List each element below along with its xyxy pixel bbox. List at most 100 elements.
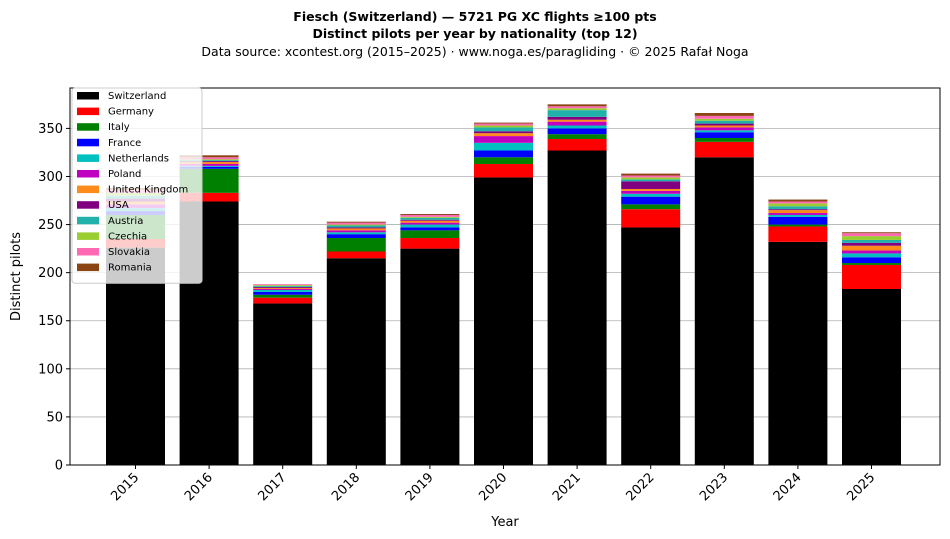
bar-segment	[621, 181, 681, 189]
x-tick-label: 2019	[403, 470, 437, 504]
bar-segment	[547, 125, 607, 129]
bar-segment	[326, 238, 386, 252]
bar-segment	[842, 232, 901, 234]
bar-segment	[106, 247, 165, 465]
bar-segment	[474, 123, 533, 126]
y-tick-label: 150	[38, 314, 63, 329]
bar-segment	[474, 136, 533, 143]
bar-segment	[253, 303, 313, 465]
bar-segment	[547, 121, 607, 126]
bar-segment	[621, 179, 681, 182]
bar-segment	[326, 227, 386, 229]
bar-segment	[842, 289, 901, 465]
legend: Switzerland Germany Italy France Netherlands…	[71, 87, 203, 284]
bar-segment	[326, 225, 386, 228]
bar-segment	[400, 219, 460, 221]
legend-label: Czechia	[108, 231, 147, 242]
bar-segment	[694, 120, 754, 124]
bar-segment	[768, 203, 828, 207]
x-tick-label: 2021	[550, 470, 584, 504]
bar-segment	[179, 163, 239, 166]
bar-segment	[547, 110, 607, 117]
bar-segment	[400, 224, 460, 228]
bar-segment	[474, 163, 533, 178]
bar-segment	[768, 241, 828, 465]
bar-segment	[253, 286, 313, 288]
bar-segment	[694, 115, 754, 119]
bar-segment	[179, 155, 239, 158]
bar-segment	[621, 175, 681, 178]
x-axis: 2015 2016 2017 2018 2019 2020 2021 2022 2023 2024…	[108, 465, 878, 504]
bar-segment	[400, 222, 460, 225]
x-tick-label: 2025	[844, 470, 878, 504]
bar-segment	[179, 157, 239, 160]
legend-label: Slovakia	[108, 247, 150, 258]
y-tick-label: 200	[38, 266, 63, 281]
bar-segment	[474, 122, 533, 124]
bar-segment	[326, 234, 386, 239]
bar-segment	[621, 209, 681, 228]
bar-segment	[326, 224, 386, 226]
x-tick-label: 2015	[108, 470, 142, 504]
x-tick-label: 2018	[329, 470, 363, 504]
bar-segment	[768, 213, 828, 215]
bar-segment	[621, 177, 681, 180]
bar-segment	[253, 288, 313, 290]
bar-segment	[326, 258, 386, 465]
bar-segment	[694, 127, 754, 131]
bar-segment	[768, 210, 828, 214]
legend-swatch	[77, 154, 99, 162]
legend-swatch	[77, 216, 99, 225]
bar-segment	[547, 104, 607, 107]
y-tick-label: 300	[38, 170, 63, 185]
legend-swatch	[77, 232, 99, 240]
bar-segment	[842, 253, 901, 258]
plot-frame	[69, 87, 941, 466]
x-tick-label: 2023	[697, 470, 731, 504]
bar-segment	[179, 192, 239, 202]
y-tick-label: 50	[46, 410, 63, 425]
bar-segment	[547, 134, 607, 139]
y-axis: 0 50 100 150 200 250 300 350	[38, 122, 70, 474]
legend-swatch	[77, 107, 99, 116]
bar-segment	[842, 239, 901, 243]
bar-segment	[621, 190, 681, 194]
bar-segment	[474, 157, 533, 164]
y-axis-label: Distinct pilots	[9, 232, 24, 321]
x-tick-label: 2020	[476, 470, 510, 504]
bar-segment	[400, 248, 460, 465]
legend-swatch	[77, 185, 99, 194]
chart-subtitle: Distinct pilots per year by nationality …	[312, 26, 637, 41]
legend-swatch	[77, 248, 99, 256]
bar-segment	[768, 199, 828, 202]
y-tick-label: 250	[38, 218, 63, 233]
bar-segment	[179, 161, 239, 163]
bar-segment	[842, 250, 901, 254]
legend-swatch	[77, 138, 99, 147]
bar-segment	[253, 287, 313, 289]
bar-segment	[179, 162, 239, 164]
legend-label: USA	[108, 200, 129, 211]
bar-segment	[694, 125, 754, 128]
bar-segment	[768, 206, 828, 210]
bar-segment	[768, 214, 828, 217]
bar-segment	[253, 289, 313, 290]
bar-segment	[253, 285, 313, 287]
bar-segment	[842, 257, 901, 264]
bar-segment	[179, 159, 239, 161]
bar-segment	[842, 263, 901, 265]
bars	[106, 104, 901, 466]
bar-segment	[768, 201, 828, 204]
bar-segment	[842, 236, 901, 240]
bar-segment	[400, 238, 460, 249]
bar-segment	[547, 150, 607, 465]
bar-segment	[621, 227, 681, 465]
bar-segment	[547, 128, 607, 135]
bar-segment	[621, 173, 681, 176]
legend-label: Switzerland	[108, 91, 166, 102]
bar-segment	[621, 196, 681, 205]
y-tick-label: 100	[38, 362, 63, 377]
bar-segment	[768, 209, 828, 211]
legend-swatch	[77, 123, 99, 131]
